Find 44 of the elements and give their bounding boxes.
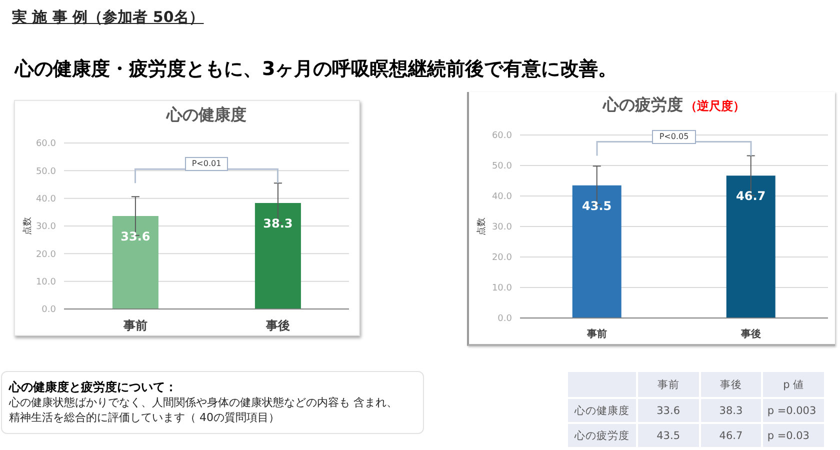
- y-tick-label: 10.0: [36, 278, 56, 288]
- y-tick-label: 20.0: [492, 253, 512, 264]
- x-tick-label: 事前: [586, 328, 607, 340]
- data-label: 33.6: [120, 230, 150, 244]
- y-tick-label: 50.0: [36, 166, 56, 177]
- x-tick-label: 事後: [740, 328, 761, 340]
- y-tick-label: 50.0: [492, 162, 512, 172]
- data-label: 38.3: [263, 216, 293, 231]
- text: 心の健康状態ばかりでなく、人間関係や身体の健康状態などの内容も 含まれ、: [9, 396, 398, 409]
- text: 33.6: [656, 404, 680, 416]
- text: p =0.03: [767, 430, 810, 442]
- y-tick-label: 20.0: [36, 250, 56, 260]
- chart-title: 心の健康度: [166, 105, 246, 124]
- text: 精神生活を総合的に評価しています（ 40の質問項目）: [9, 411, 280, 424]
- text: 46.7: [736, 189, 766, 204]
- y-tick-label: 60.0: [36, 139, 56, 150]
- category-label: 事前: [657, 378, 680, 390]
- x-tick-label: 事前: [122, 318, 148, 333]
- text: 38.3: [719, 404, 743, 416]
- y-axis-title: 点数: [22, 217, 34, 235]
- annotation: P<0.01: [192, 159, 222, 168]
- category-label: 心の疲労度: [574, 430, 630, 442]
- y-tick-label: 10.0: [492, 284, 512, 294]
- data-label: 43.5: [656, 430, 680, 442]
- y-axis-title: 点数: [476, 218, 488, 236]
- text: 心の健康度と疲労度について：: [9, 380, 177, 394]
- annotation: P<0.05: [659, 132, 689, 141]
- x-tick-label: 事後: [264, 318, 290, 333]
- y-tick-label: 60.0: [492, 131, 512, 142]
- chart-title: 心の疲労度: [603, 95, 683, 114]
- category-label: 事後: [720, 378, 742, 390]
- y-tick-label: 40.0: [36, 194, 56, 205]
- category-label: p 値: [783, 378, 804, 390]
- text: 43.5: [582, 198, 612, 213]
- y-tick-label: 40.0: [492, 192, 512, 202]
- chart-subtitle: （逆尺度）: [685, 99, 745, 113]
- y-tick-label: 30.0: [36, 222, 56, 232]
- category-label: 心の健康度: [574, 404, 630, 416]
- text: p =0.003: [767, 404, 816, 416]
- data-label: 46.7: [719, 430, 743, 442]
- text: 心の健康度・疲労度ともに、3ヶ月の呼吸瞑想継続前後で有意に改善。: [15, 58, 618, 80]
- y-tick-label: 0.0: [498, 314, 512, 324]
- y-tick-label: 0.0: [42, 305, 56, 316]
- y-tick-label: 30.0: [492, 222, 512, 233]
